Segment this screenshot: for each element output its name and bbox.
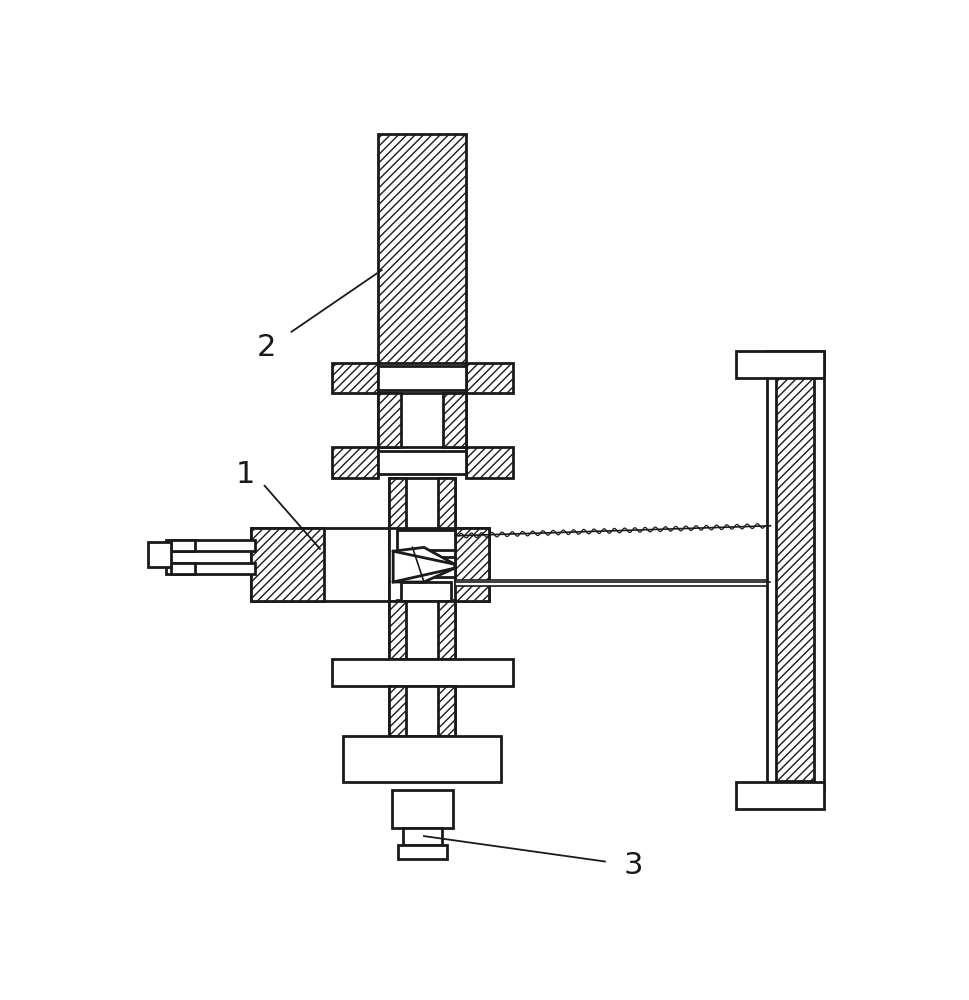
Bar [396,557,454,577]
Bar [735,782,824,809]
Bar [403,828,441,845]
Bar [166,540,254,551]
Bar [377,134,466,363]
Bar [400,582,451,601]
Bar [466,363,512,393]
Bar [331,363,377,393]
Bar [766,351,824,790]
Bar [397,845,447,859]
Text: 3: 3 [623,851,642,880]
Bar [454,580,766,586]
Text: 1: 1 [235,460,255,489]
Bar [148,542,172,567]
Polygon shape [392,547,454,582]
Bar [331,447,377,478]
Bar [377,393,400,447]
Bar [166,563,254,574]
Bar [343,736,500,782]
Bar [391,790,453,828]
Bar [443,393,466,447]
Bar [377,393,466,447]
Bar [250,528,389,601]
Bar [389,478,406,551]
Bar [389,528,489,601]
Bar [389,601,406,659]
Bar [466,447,512,478]
Bar [775,360,814,781]
Bar [389,601,454,659]
Bar [389,686,454,736]
Bar [250,528,324,601]
Bar [437,686,454,736]
Bar [377,451,466,474]
Bar [454,528,489,601]
Bar [172,563,195,574]
Bar [396,600,454,615]
Bar [437,601,454,659]
Bar [735,351,824,378]
Bar [377,366,466,389]
Bar [437,478,454,551]
Bar [389,686,406,736]
Bar [331,659,512,686]
Bar [389,478,454,551]
Bar [396,530,454,550]
Text: 2: 2 [256,333,275,362]
Bar [172,540,195,551]
